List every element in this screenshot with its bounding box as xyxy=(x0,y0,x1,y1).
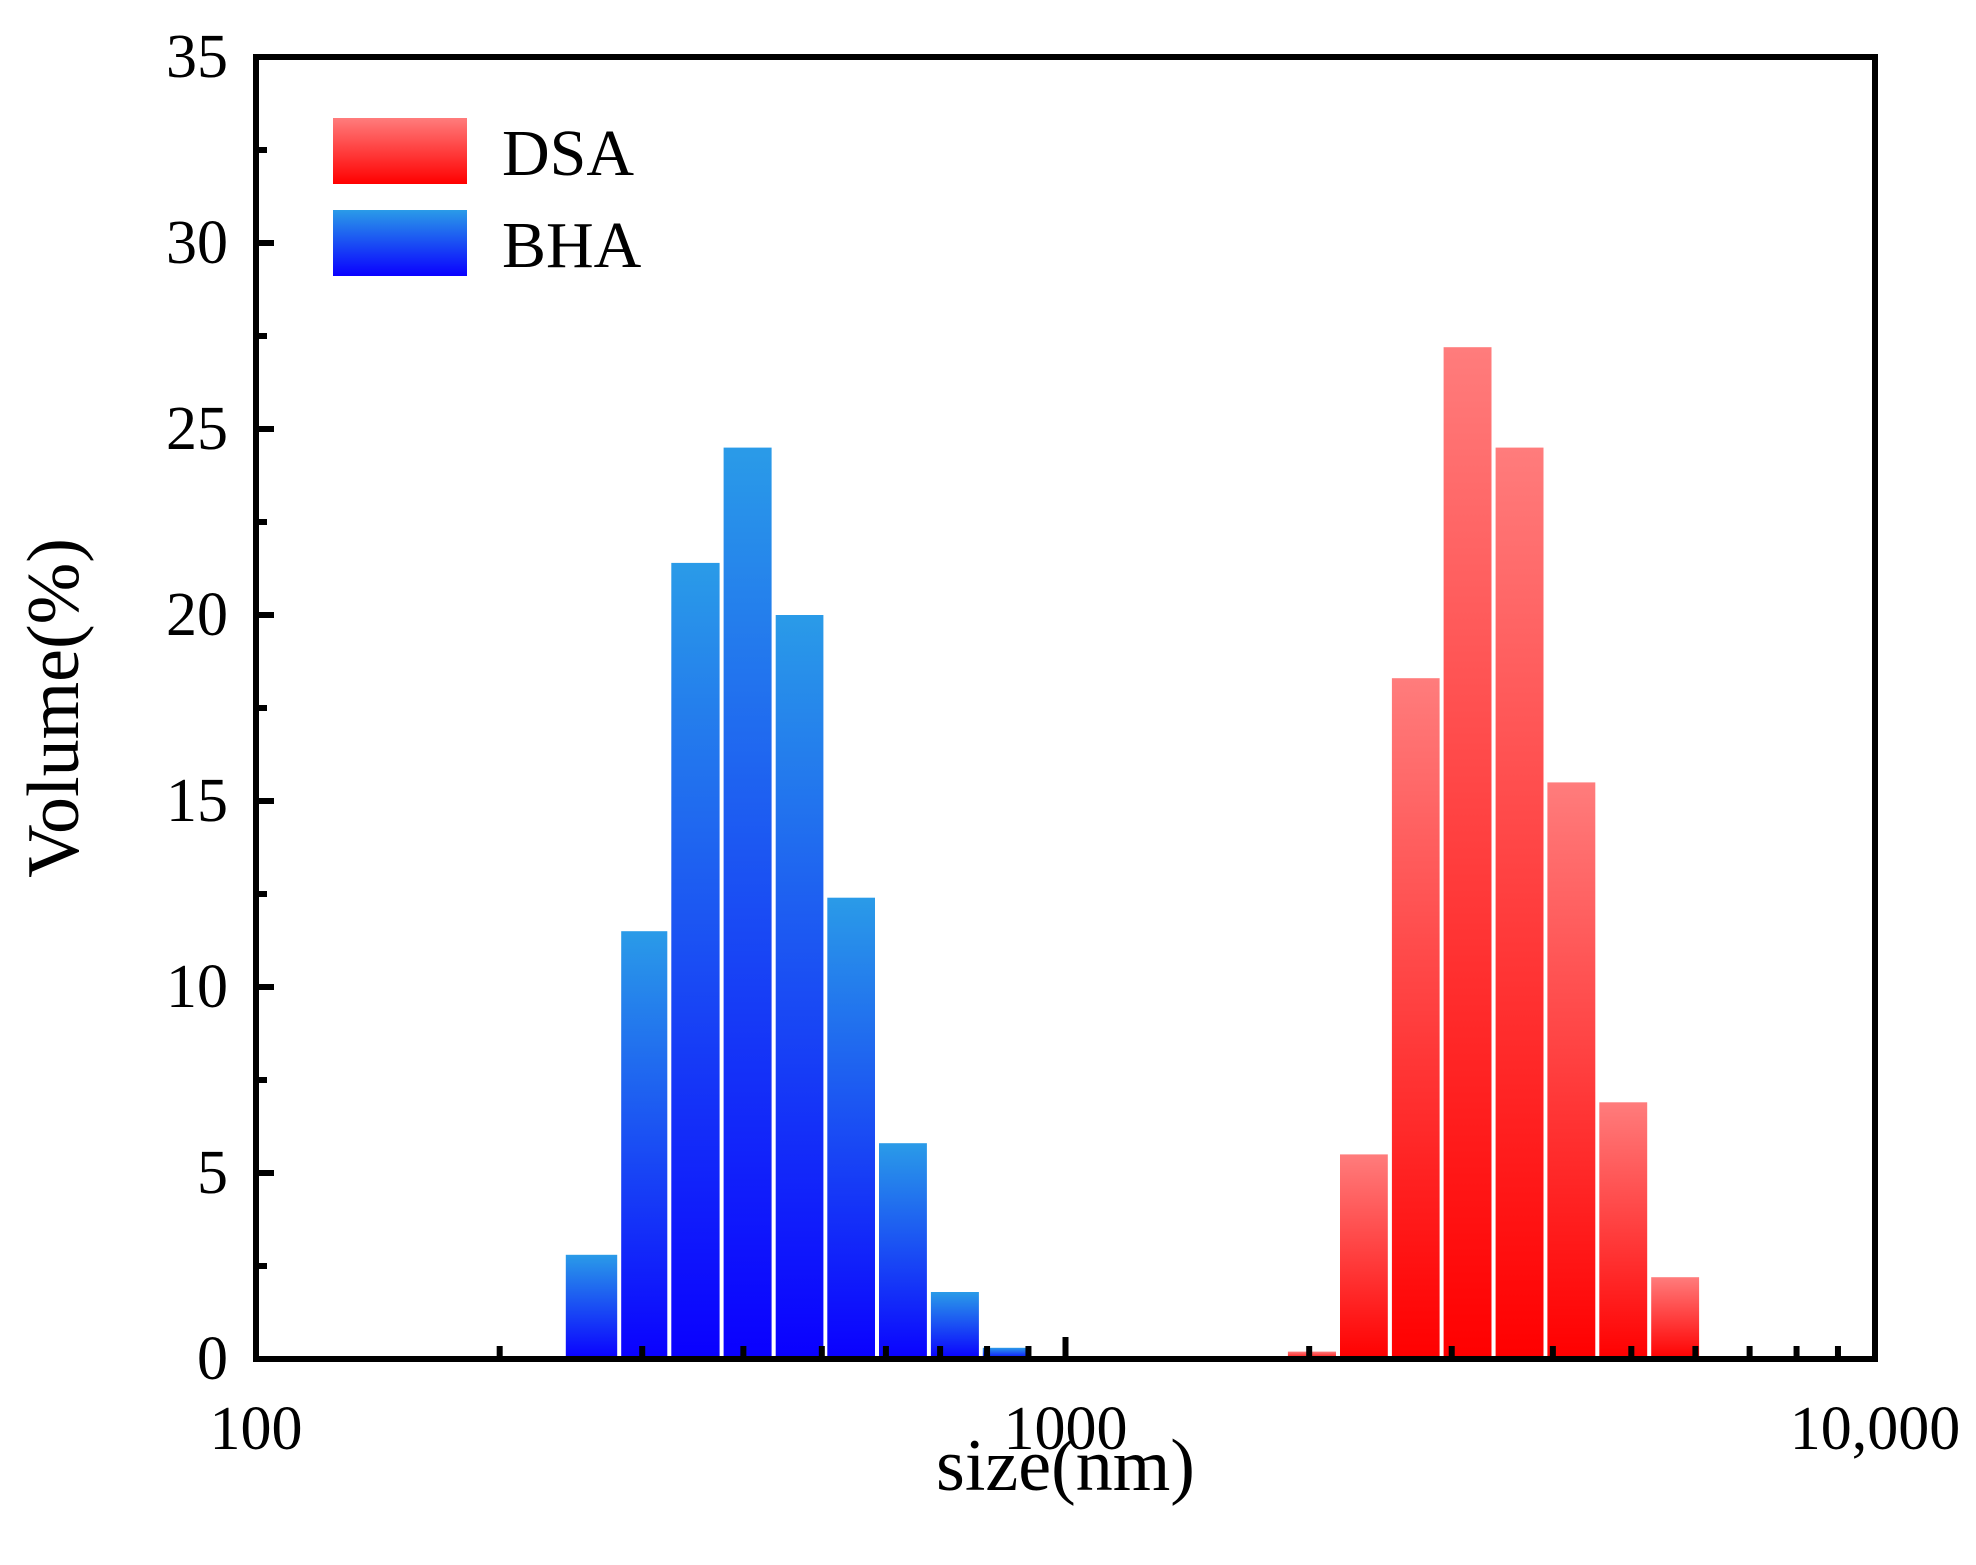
y-tick-label-7: 35 xyxy=(166,23,228,91)
bha-bar-3 xyxy=(723,447,772,1360)
bha-bar-5 xyxy=(827,897,875,1359)
dsa-bar-7 xyxy=(1651,1277,1700,1359)
axes-layer: 0 5 10 15 20 25 30 35 100 1000 10,000 xyxy=(166,23,1960,1463)
y-tick-label-6: 30 xyxy=(166,209,228,277)
bha-bar-1 xyxy=(621,931,668,1359)
x-tick-label-2: 10,000 xyxy=(1790,1395,1961,1463)
y-tick-label-3: 15 xyxy=(166,767,228,835)
bars-layer xyxy=(565,347,1700,1360)
x-axis-title: size(nm) xyxy=(936,1425,1195,1507)
bha-bar-2 xyxy=(671,562,720,1359)
x-tick-label-1: 1000 xyxy=(1004,1395,1128,1463)
dsa-bar-3 xyxy=(1443,347,1492,1359)
legend-swatch-bha xyxy=(333,210,467,276)
dsa-bar-5 xyxy=(1547,782,1596,1359)
bha-bar-8 xyxy=(982,1347,1031,1359)
legend-item-bha: BHA xyxy=(333,209,642,282)
dsa-bar-4 xyxy=(1495,447,1544,1360)
legend-swatch-dsa xyxy=(333,118,467,184)
y-tick-label-5: 25 xyxy=(166,395,228,463)
dsa-bar-2 xyxy=(1391,678,1440,1359)
legend-label-bha: BHA xyxy=(502,209,642,282)
bha-bar-6 xyxy=(879,1143,927,1359)
y-tick-label-1: 5 xyxy=(197,1139,228,1207)
x-tick-label-0: 100 xyxy=(210,1395,303,1463)
y-tick-label-0: 0 xyxy=(197,1325,228,1393)
legend-label-dsa: DSA xyxy=(502,117,634,190)
bha-bar-4 xyxy=(775,615,824,1359)
bha-bar-0 xyxy=(565,1254,618,1359)
y-axis-title: Volume(%) xyxy=(13,538,95,878)
dsa-bar-6 xyxy=(1599,1102,1648,1359)
dsa-bar-1 xyxy=(1340,1154,1388,1359)
y-tick-label-4: 20 xyxy=(166,581,228,649)
legend-item-dsa: DSA xyxy=(333,117,634,190)
y-tick-label-2: 10 xyxy=(166,953,228,1021)
legend: DSA BHA xyxy=(333,117,642,282)
